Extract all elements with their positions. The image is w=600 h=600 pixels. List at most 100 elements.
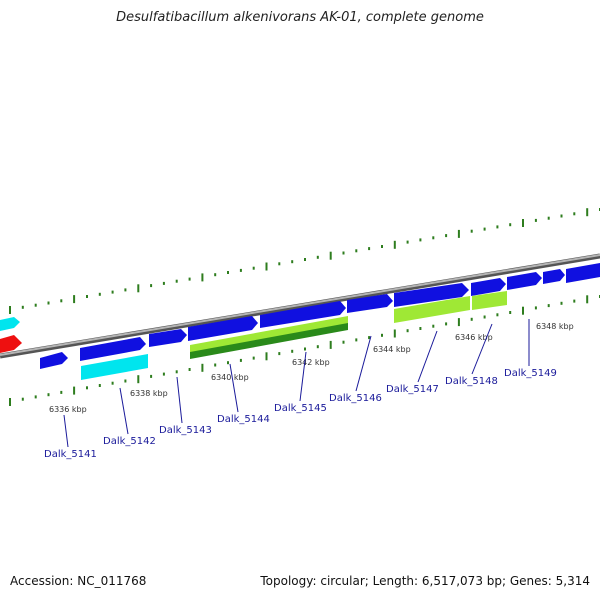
track-tick xyxy=(162,281,165,285)
track-tick xyxy=(175,370,178,374)
track-tick xyxy=(445,322,448,326)
gene-arrow-cyan-2[interactable] xyxy=(81,354,148,380)
track-tick xyxy=(73,295,76,304)
track-tick xyxy=(393,329,396,338)
scale-label: 6340 kbp xyxy=(211,373,249,382)
gene-arrow-dalk-5142b[interactable] xyxy=(149,329,187,347)
track-tick xyxy=(368,336,371,340)
gene-label-leaders xyxy=(63,319,530,448)
track-tick xyxy=(9,398,11,406)
gene-arrow-light-green-3[interactable] xyxy=(472,291,507,310)
gene-arrow-dalk-5146[interactable] xyxy=(394,283,469,307)
gene-arrow-dalk-5148a[interactable] xyxy=(507,272,542,290)
gene-arrow-dark-green-1[interactable] xyxy=(190,323,348,359)
track-tick xyxy=(483,227,486,231)
track-tick xyxy=(470,229,473,233)
track-tick xyxy=(124,288,127,292)
track-tick xyxy=(9,306,11,314)
track-tick xyxy=(470,317,473,321)
track-tick xyxy=(73,386,76,395)
track-tick xyxy=(239,358,242,362)
track-tick xyxy=(547,216,550,220)
track-tick xyxy=(509,223,512,227)
gene-label[interactable]: Dalk_5147 xyxy=(386,384,439,395)
track-tick xyxy=(496,313,499,317)
track-tick xyxy=(355,249,358,253)
gene-arrow-left-red[interactable] xyxy=(0,335,22,353)
track-tick xyxy=(21,397,24,401)
track-tick xyxy=(34,303,37,307)
track-tick xyxy=(252,266,255,270)
track-tick xyxy=(98,384,101,387)
track-tick xyxy=(547,304,550,308)
track-tick xyxy=(368,247,371,251)
gene-arrow-dalk-5141[interactable] xyxy=(40,352,68,369)
track-tick xyxy=(573,212,576,216)
track-tick xyxy=(162,372,165,376)
track-tick xyxy=(316,345,319,349)
track-tick xyxy=(496,225,499,229)
scale-label: 6348 kbp xyxy=(536,322,574,331)
track-tick xyxy=(304,258,306,261)
track-tick xyxy=(393,240,396,249)
gene-label[interactable]: Dalk_5143 xyxy=(159,425,212,436)
track-tick xyxy=(342,340,345,344)
track-tick xyxy=(342,251,345,255)
gene-arrow-dalk-5142a[interactable] xyxy=(80,337,146,361)
track-tick xyxy=(47,301,50,305)
track-tick xyxy=(406,240,409,244)
gene-arrow-dalk-5144[interactable] xyxy=(260,301,346,328)
track-tick xyxy=(60,299,63,303)
gene-label[interactable]: Dalk_5148 xyxy=(445,376,498,387)
track-tick xyxy=(483,315,486,319)
scale-label: 6346 kbp xyxy=(455,333,493,342)
track-tick xyxy=(124,379,127,383)
track-tick xyxy=(175,279,178,283)
track-tick xyxy=(239,268,242,272)
genome-title: Desulfatibacillum alkenivorans AK-01, co… xyxy=(116,10,484,25)
track-tick xyxy=(111,381,114,385)
outer-tick-track xyxy=(9,208,600,314)
gene-arrow-dalk-5145[interactable] xyxy=(347,294,393,313)
scale-label: 6338 kbp xyxy=(130,389,168,398)
gene-label[interactable]: Dalk_5145 xyxy=(274,403,327,414)
track-tick xyxy=(214,363,217,367)
gene-arrow-dalk-5148b[interactable] xyxy=(543,269,565,284)
track-tick xyxy=(60,390,63,394)
track-tick xyxy=(445,234,448,238)
track-tick xyxy=(534,306,537,310)
track-tick xyxy=(214,273,217,277)
track-tick xyxy=(47,393,50,397)
track-tick xyxy=(252,356,255,360)
track-tick xyxy=(457,318,460,327)
track-tick xyxy=(21,305,24,309)
genome-backbone-highlight xyxy=(0,254,600,356)
track-tick xyxy=(381,245,383,248)
gene-label[interactable]: Dalk_5144 xyxy=(217,414,270,425)
accession-text: Accession: NC_011768 xyxy=(10,574,147,588)
track-tick xyxy=(86,295,88,298)
gene-arrow-dalk-5143[interactable] xyxy=(188,316,258,341)
track-tick xyxy=(419,327,422,330)
track-tick xyxy=(381,333,383,337)
gene-arrow-dalk-5149[interactable] xyxy=(566,263,600,283)
track-tick xyxy=(534,218,537,222)
gene-label[interactable]: Dalk_5146 xyxy=(329,393,382,404)
track-tick xyxy=(573,299,576,303)
track-tick xyxy=(137,284,140,293)
track-tick xyxy=(586,295,589,304)
gene-label[interactable]: Dalk_5142 xyxy=(103,436,156,447)
track-tick xyxy=(457,229,460,238)
gene-label[interactable]: Dalk_5141 xyxy=(44,449,97,460)
gene-arrow-light-green-2[interactable] xyxy=(394,296,470,323)
track-tick xyxy=(278,352,281,356)
track-tick xyxy=(188,277,191,281)
track-tick xyxy=(150,374,153,378)
track-tick xyxy=(522,219,524,227)
gene-arrow-dalk-5147[interactable] xyxy=(471,278,506,296)
gene-arrow-left-cyan[interactable] xyxy=(0,317,20,331)
track-tick xyxy=(560,301,563,305)
gene-label[interactable]: Dalk_5149 xyxy=(504,368,557,379)
track-tick xyxy=(432,324,435,328)
